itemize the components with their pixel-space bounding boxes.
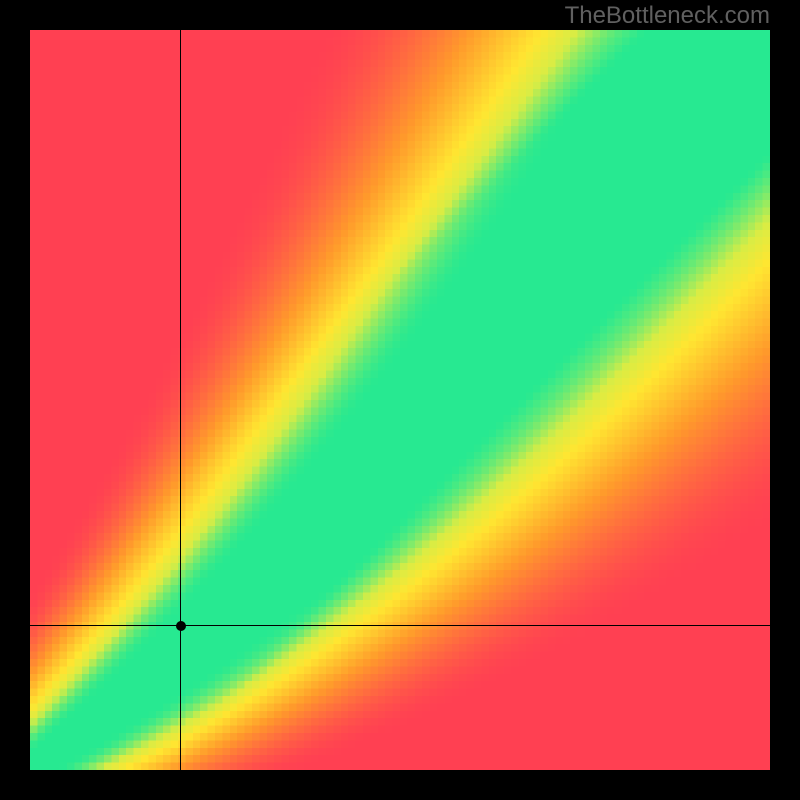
- bottleneck-heatmap: [30, 30, 770, 770]
- crosshair-marker: [176, 621, 186, 631]
- crosshair-vertical: [180, 30, 181, 770]
- watermark-text: TheBottleneck.com: [565, 2, 770, 30]
- crosshair-horizontal: [30, 625, 770, 626]
